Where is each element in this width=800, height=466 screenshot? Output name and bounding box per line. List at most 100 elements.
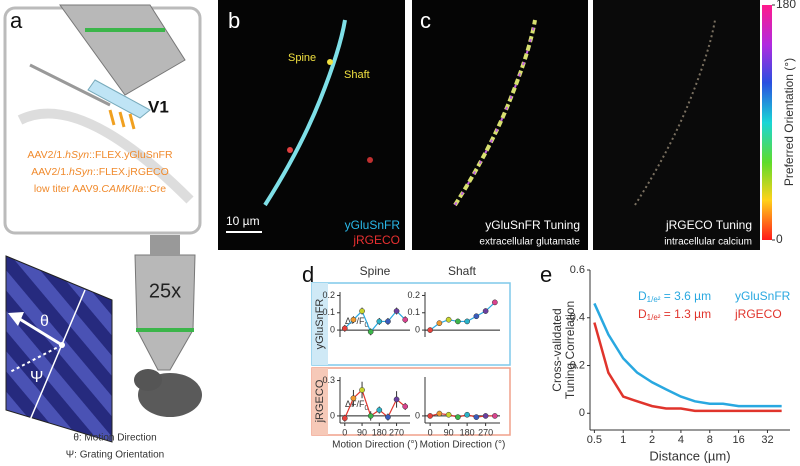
y-tick-label: 0 [330, 410, 335, 420]
arrow-head [8, 312, 24, 326]
row-box [311, 367, 511, 436]
point [385, 318, 391, 325]
colorbar-label: Preferred Orientation (°) [782, 58, 796, 186]
skull [17, 108, 194, 204]
spot [287, 147, 293, 153]
point [482, 413, 489, 419]
point [385, 414, 391, 420]
annotation-part: = 3.6 µm [660, 289, 711, 303]
image-c2 [593, 0, 760, 250]
spine-label: Spine [288, 52, 316, 64]
construct: AAV2/1.hSyn::FLEX.yGluSnFR [27, 149, 173, 161]
spine-roi [327, 59, 333, 65]
shaft-label: Shaft [344, 69, 370, 81]
objective [134, 254, 196, 371]
row-strip [312, 368, 328, 435]
construct-part: hSyn [69, 166, 93, 178]
orientation-line [29, 289, 86, 421]
x-tick-label: 2 [649, 434, 655, 446]
construct-part: low titer AAV9. [34, 183, 102, 195]
construct-part: CAMKIIa [101, 183, 143, 195]
objective-top [59, 4, 186, 96]
x-tick-label: 270 [389, 427, 404, 437]
dendrite [634, 19, 716, 206]
injection [108, 109, 136, 130]
coverslip [87, 79, 151, 119]
point [367, 413, 374, 419]
constructs: AAV2/1.hSyn::FLEX.yGluSnFRAAV2/1.hSyn::F… [27, 149, 173, 195]
construct-part: ::Cre [143, 183, 166, 195]
point [393, 396, 400, 403]
legend-entry: jRGECO [734, 307, 782, 321]
image-title: yGluSnFR Tuning [485, 218, 580, 232]
x-label: Distance (µm) [649, 448, 730, 463]
point [393, 308, 400, 314]
psi: Ψ [30, 369, 43, 386]
point [464, 411, 470, 418]
point [427, 327, 433, 333]
point [482, 308, 489, 314]
point [473, 313, 480, 320]
annotation: D1/e² = 3.6 µm [638, 289, 711, 304]
panel-label: e [540, 262, 552, 287]
y-tick-label: 0.2 [570, 359, 585, 371]
x-label: Motion Direction (°) [332, 440, 418, 451]
y-tick-label: 0 [415, 324, 420, 334]
annotation-part: 1/e² [647, 295, 661, 304]
y-tick-label: 0.2 [407, 290, 420, 300]
y-label: Cross-validated [550, 308, 564, 391]
series-line [593, 322, 782, 413]
column-label: Shaft [448, 264, 477, 278]
point [464, 318, 470, 325]
point [473, 414, 480, 420]
x-tick-label: 4 [678, 434, 684, 446]
construct: low titer AAV9.CAMKIIa::Cre [34, 183, 166, 195]
objective-label: 25x [149, 280, 181, 302]
grating [5, 255, 113, 443]
point [402, 316, 409, 323]
row-label: jRGECO [314, 379, 326, 423]
y-tick-label: 0 [579, 407, 585, 419]
point [427, 413, 433, 419]
colorbar [762, 5, 772, 240]
channel-label: jRGECO [352, 233, 400, 247]
row-strip [312, 283, 328, 365]
y-tick-label: 0.2 [322, 290, 335, 300]
construct-part: AAV2/1. [27, 149, 65, 161]
panel-label: a [10, 8, 23, 33]
point [492, 299, 498, 306]
column-label: Spine [360, 264, 391, 278]
panel-label: b [228, 8, 240, 33]
pipette [29, 63, 111, 107]
channel-label: yGluSnFR [345, 218, 401, 232]
x-tick-label: 180 [372, 427, 387, 437]
image-b [218, 0, 405, 250]
scale-label: 10 µm [226, 214, 260, 228]
point [367, 328, 374, 335]
objective-mount [150, 235, 180, 255]
legend-text: Ψ: Grating Orientation [66, 450, 164, 461]
dendrite [263, 19, 347, 207]
y-label-sub: 0 [365, 405, 369, 412]
annotation-part: = 1.3 µm [660, 307, 711, 321]
panel-label: d [302, 262, 314, 287]
x-tick-label: 1 [620, 434, 626, 446]
y-label-sub: 0 [365, 322, 369, 329]
construct-part: AAV2/1. [31, 166, 69, 178]
point [455, 318, 461, 325]
origin [59, 342, 65, 348]
annotation-part: D [638, 289, 647, 303]
y-label-main: ΔF/F [345, 399, 365, 409]
point [436, 410, 443, 417]
point [492, 413, 498, 419]
point [350, 395, 357, 402]
x-tick-label: 0.5 [587, 434, 602, 446]
point [436, 320, 443, 327]
point [359, 308, 365, 314]
y-tick-label: 0.4 [570, 312, 585, 324]
point [445, 411, 452, 418]
image-subtitle: extracellular glutamate [479, 237, 580, 248]
x-tick-label: 32 [761, 434, 773, 446]
x-tick-label: 270 [478, 427, 493, 437]
